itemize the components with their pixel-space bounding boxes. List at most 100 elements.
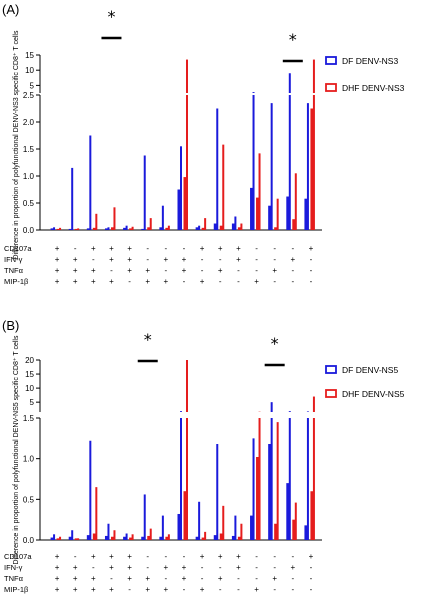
marker-sign: -: [291, 585, 294, 594]
marker-sign: -: [291, 244, 294, 253]
marker-sign: +: [109, 255, 114, 264]
marker-sign: -: [273, 552, 276, 561]
marker-sign: -: [128, 277, 131, 286]
marker-sign: +: [200, 585, 205, 594]
marker-sign: +: [145, 574, 150, 583]
marker-sign: +: [55, 266, 60, 275]
marker-sign: +: [127, 266, 132, 275]
legend-label: DF DENV-NS5: [342, 365, 398, 375]
marker-sign: -: [310, 266, 313, 275]
marker-sign: -: [291, 574, 294, 583]
marker-sign: +: [73, 574, 78, 583]
legend-swatch-dhf: [325, 389, 337, 398]
marker-sign: +: [91, 277, 96, 286]
marker-sign: -: [273, 255, 276, 264]
marker-sign: +: [91, 574, 96, 583]
marker-sign: -: [146, 552, 149, 561]
significance-star: *: [289, 30, 297, 49]
marker-sign: +: [272, 574, 277, 583]
y-tick-label: 1.5: [23, 145, 35, 154]
marker-sign: -: [92, 255, 95, 264]
y-tick-label: 0.5: [23, 199, 35, 208]
y-tick-label: 1.5: [23, 414, 35, 423]
marker-sign: +: [290, 563, 295, 572]
marker-sign: -: [92, 563, 95, 572]
marker-sign: -: [201, 266, 204, 275]
marker-sign: +: [164, 255, 169, 264]
marker-sign: +: [127, 244, 132, 253]
marker-sign: -: [165, 266, 168, 275]
marker-sign: -: [310, 585, 313, 594]
marker-sign: +: [200, 277, 205, 286]
marker-sign: +: [218, 244, 223, 253]
marker-sign: +: [127, 552, 132, 561]
marker-sign: -: [237, 574, 240, 583]
panel-a-chart: (A) 0.0 0.5 1.0 1.5 2.0 2.55 10 15 Difference in …: [2, 2, 405, 286]
marker-sign: +: [145, 585, 150, 594]
y-tick-label: 5: [30, 81, 35, 90]
marker-sign: -: [201, 255, 204, 264]
marker-sign: +: [272, 266, 277, 275]
marker-sign: +: [182, 574, 187, 583]
y-tick-label: 2.5: [23, 91, 35, 100]
marker-sign: -: [219, 277, 222, 286]
marker-sign: -: [291, 266, 294, 275]
marker-sign: +: [182, 255, 187, 264]
marker-row-label: TNFα: [4, 574, 24, 583]
marker-sign: +: [109, 552, 114, 561]
marker-sign: +: [254, 277, 259, 286]
marker-sign: +: [145, 277, 150, 286]
marker-sign: +: [236, 563, 241, 572]
marker-sign: -: [165, 574, 168, 583]
marker-row-label: CD107a: [4, 552, 32, 561]
marker-sign: -: [273, 244, 276, 253]
marker-sign: +: [55, 585, 60, 594]
y-tick-label: 15: [25, 370, 34, 379]
marker-sign: +: [218, 552, 223, 561]
marker-sign: -: [255, 563, 258, 572]
marker-sign: -: [146, 563, 149, 572]
y-axis-label: Difference in proportion of polyfunction…: [13, 335, 20, 564]
marker-row-label: TNFα: [4, 266, 24, 275]
marker-sign: -: [165, 552, 168, 561]
y-tick-label: 1.0: [23, 455, 35, 464]
marker-row-label: IFN-γ: [4, 255, 23, 264]
marker-sign: +: [109, 563, 114, 572]
marker-sign: -: [255, 552, 258, 561]
marker-sign: -: [273, 563, 276, 572]
marker-sign: -: [74, 244, 77, 253]
panel-label: (B): [2, 318, 19, 333]
marker-sign: +: [127, 574, 132, 583]
marker-sign: +: [73, 255, 78, 264]
marker-sign: -: [237, 277, 240, 286]
marker-sign: -: [237, 585, 240, 594]
marker-row-label: CD107a: [4, 244, 32, 253]
y-axis-label: Difference in proportion of polyfunction…: [13, 30, 20, 259]
marker-sign: -: [291, 552, 294, 561]
legend-swatch-dhf: [325, 83, 337, 92]
marker-sign: -: [165, 244, 168, 253]
y-tick-label: 20: [25, 356, 34, 365]
marker-sign: +: [145, 266, 150, 275]
marker-sign: +: [218, 266, 223, 275]
marker-sign: +: [200, 552, 205, 561]
marker-sign: +: [182, 563, 187, 572]
marker-sign: +: [309, 552, 314, 561]
marker-sign: -: [219, 563, 222, 572]
marker-sign: -: [310, 255, 313, 264]
significance-star: *: [144, 330, 152, 349]
marker-row-label: MIP-1β: [4, 277, 29, 286]
marker-sign: +: [127, 255, 132, 264]
marker-sign: +: [236, 255, 241, 264]
legend-label: DHF DENV-NS3: [342, 83, 405, 93]
marker-sign: +: [91, 244, 96, 253]
marker-sign: -: [237, 266, 240, 275]
marker-sign: +: [55, 277, 60, 286]
marker-sign: +: [182, 266, 187, 275]
marker-sign: +: [164, 277, 169, 286]
marker-sign: -: [291, 277, 294, 286]
marker-sign: -: [219, 255, 222, 264]
marker-sign: +: [73, 585, 78, 594]
y-tick-label: 2.0: [23, 118, 35, 127]
marker-sign: -: [146, 255, 149, 264]
